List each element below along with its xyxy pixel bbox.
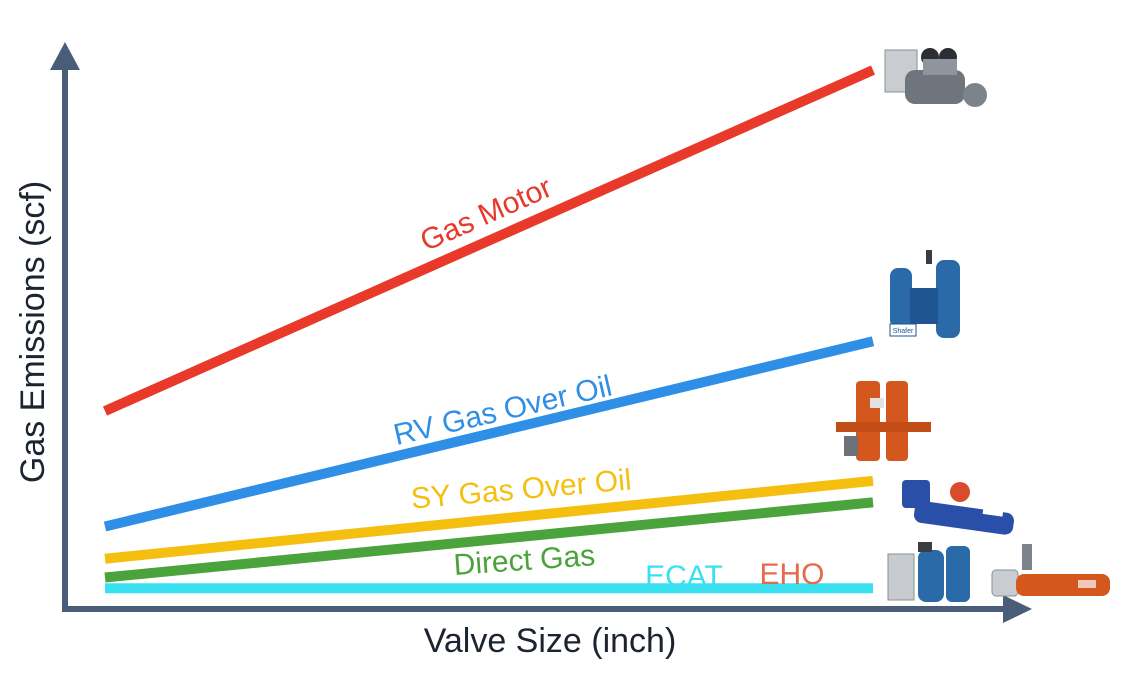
annotation-eho: EHO (759, 558, 824, 591)
rv-gas-over-oil-actuator-image: Shafer (889, 250, 960, 338)
y-axis-title: Gas Emissions (scf) (14, 181, 52, 483)
sy-gas-over-oil-actuator-image (836, 381, 931, 461)
eho-actuator-image (991, 544, 1110, 597)
series-label-ecat: ECAT (645, 560, 723, 593)
y-axis-arrowhead (50, 42, 80, 70)
x-axis-arrowhead (1003, 595, 1032, 623)
ecat-actuator-image (887, 542, 970, 602)
series-line-sy-gas-over-oil (104, 475, 874, 564)
gas-motor-actuator-image (884, 48, 987, 107)
direct-gas-actuator-image (902, 480, 1014, 535)
axes (50, 42, 1032, 623)
nameplate-label: Shafer (893, 328, 914, 335)
series-line-rv-gas-over-oil (103, 336, 875, 532)
series-lines (102, 65, 876, 594)
series-line-direct-gas (104, 497, 874, 583)
x-axis-title: Valve Size (inch) (424, 622, 677, 660)
series-line-gas-motor (102, 65, 876, 416)
